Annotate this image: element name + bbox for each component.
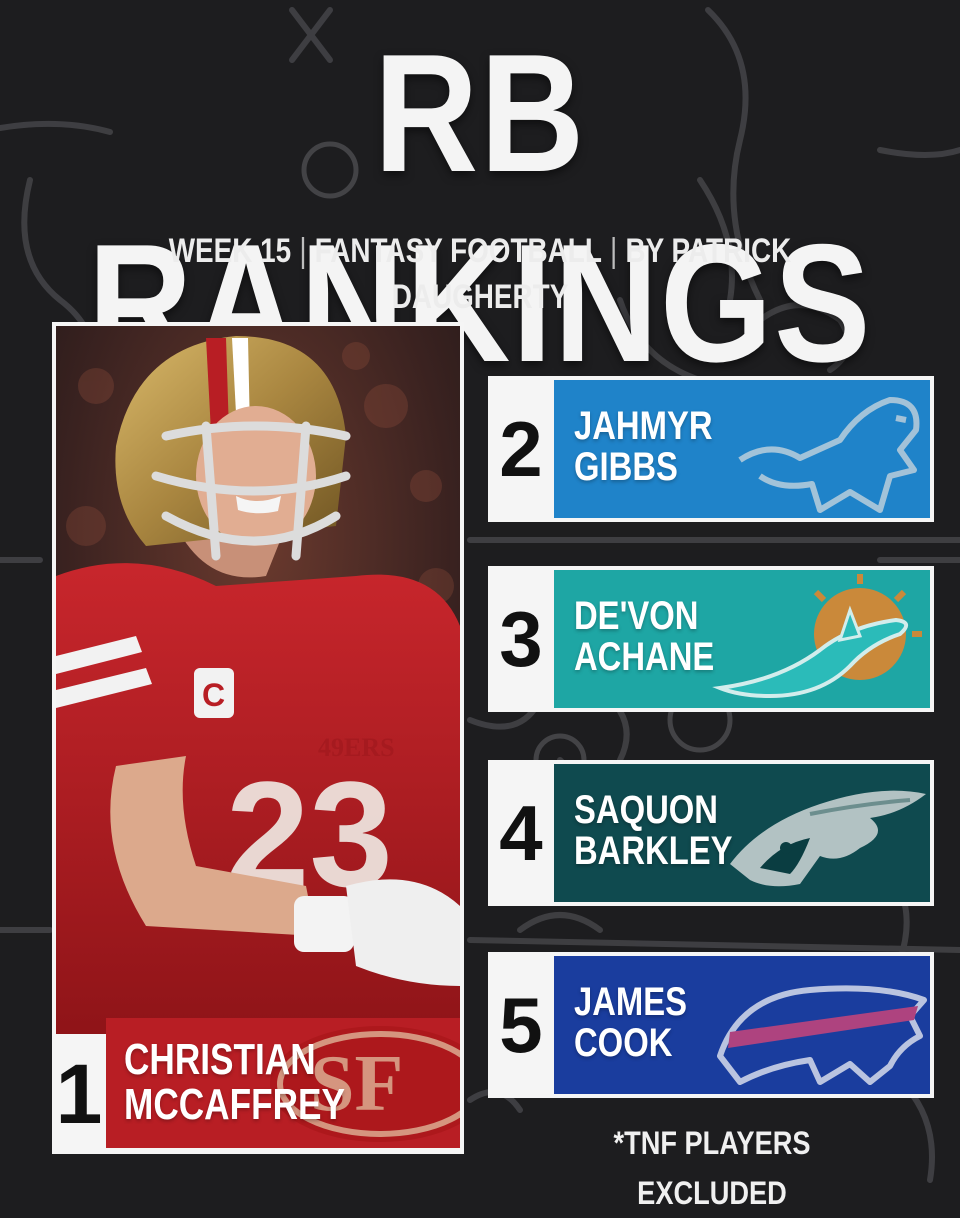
49ers-sf-logo: SF bbox=[270, 1026, 460, 1142]
rank-number: 3 bbox=[499, 595, 543, 683]
player-name: DE'VON ACHANE bbox=[574, 596, 714, 678]
featured-player-card: 23 49ERS C bbox=[52, 322, 464, 1154]
subtitle-separator: | bbox=[299, 232, 307, 270]
featured-name-banner: SF CHRISTIAN MCCAFFREY bbox=[106, 1018, 460, 1148]
jersey-team-text: 49ERS bbox=[318, 733, 395, 762]
first-name: JAHMYR bbox=[574, 404, 713, 448]
player-name: JAMES COOK bbox=[574, 982, 687, 1064]
rank-number-box: 4 bbox=[488, 760, 554, 906]
svg-text:C: C bbox=[202, 677, 225, 713]
bills-logo bbox=[717, 985, 927, 1085]
dolphins-logo bbox=[712, 574, 922, 699]
player-name: SAQUON BARKLEY bbox=[574, 790, 733, 872]
player-banner: JAMES COOK bbox=[554, 956, 930, 1094]
rank-number: 4 bbox=[499, 789, 543, 877]
player-banner: SAQUON BARKLEY bbox=[554, 764, 930, 902]
featured-first-name: CHRISTIAN bbox=[124, 1035, 316, 1084]
featured-rank-number: 1 bbox=[55, 1047, 103, 1141]
lions-logo bbox=[738, 397, 920, 513]
last-name: ACHANE bbox=[574, 634, 715, 679]
rank-number-box: 2 bbox=[488, 376, 554, 522]
featured-player-name: CHRISTIAN MCCAFFREY bbox=[124, 1035, 345, 1129]
first-name: SAQUON bbox=[574, 788, 718, 832]
footnote: *TNF PLAYERS EXCLUDED bbox=[613, 1125, 811, 1211]
rank-number-box: 5 bbox=[488, 952, 554, 1098]
first-name: JAMES bbox=[574, 980, 688, 1024]
rank-card-5: 5 JAMES COOK bbox=[488, 952, 934, 1098]
rank-card-3: 3 DE'VON ACHANE bbox=[488, 566, 934, 712]
subtitle-author: BY PATRICK DAUGHERTY bbox=[391, 232, 792, 316]
last-name: BARKLEY bbox=[574, 828, 733, 873]
rank-number: 5 bbox=[499, 981, 543, 1069]
page-title: RB RANKINGS bbox=[87, 19, 873, 397]
last-name: GIBBS bbox=[574, 444, 678, 489]
rank-card-4: 4 SAQUON BARKLEY bbox=[488, 760, 934, 906]
subtitle-separator: | bbox=[610, 232, 618, 270]
player-name: JAHMYR GIBBS bbox=[574, 406, 713, 488]
subtitle: WEEK 15 | FANTASY FOOTBALL | BY PATRICK DAUG… bbox=[86, 228, 873, 316]
rank-card-2: 2 JAHMYR GIBBS bbox=[488, 376, 934, 522]
player-photo: 23 49ERS C bbox=[56, 326, 460, 1034]
subtitle-week: WEEK 15 bbox=[168, 232, 292, 270]
rank-number: 2 bbox=[499, 405, 543, 493]
svg-text:SF: SF bbox=[310, 1040, 403, 1128]
featured-last-name: MCCAFFREY bbox=[124, 1079, 345, 1129]
last-name: COOK bbox=[574, 1020, 673, 1065]
player-banner: JAHMYR GIBBS bbox=[554, 380, 930, 518]
featured-rank-box: 1 bbox=[0, 1018, 106, 1154]
subtitle-category: FANTASY FOOTBALL bbox=[314, 232, 602, 270]
player-banner: DE'VON ACHANE bbox=[554, 570, 930, 708]
first-name: DE'VON bbox=[574, 594, 699, 638]
rank-number-box: 3 bbox=[488, 566, 554, 712]
eagles-logo bbox=[730, 790, 926, 887]
